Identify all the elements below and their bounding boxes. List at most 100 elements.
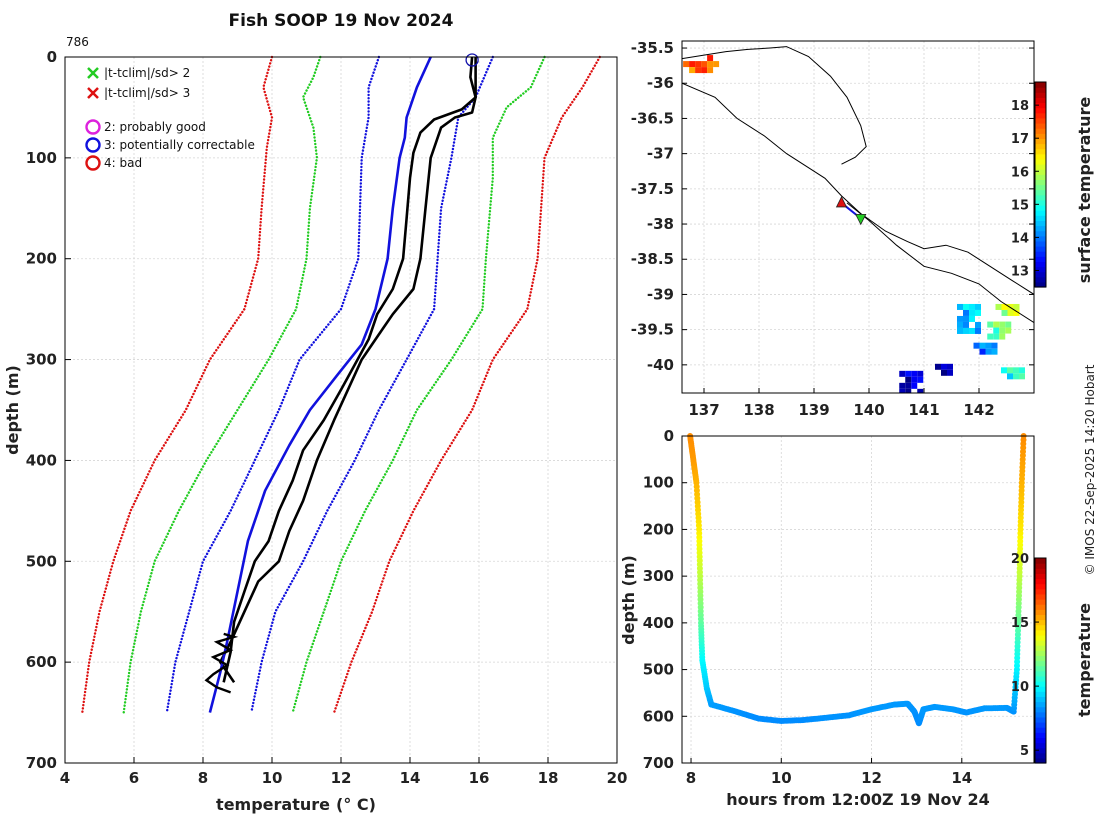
temp-colorbar-segment — [1035, 711, 1046, 718]
sst-pixel — [987, 321, 994, 328]
map-colorbar-segment — [1035, 87, 1046, 93]
x-tick-label: 18 — [538, 769, 559, 787]
series-clim-2sd-line — [291, 55, 546, 714]
y-tick-label: 0 — [47, 48, 57, 66]
sst-pixel — [963, 315, 969, 322]
temp-colorbar-segment — [1035, 563, 1046, 569]
sst-pixel — [917, 376, 924, 383]
map-colorbar-segment — [1035, 123, 1046, 129]
sst-pixel — [969, 327, 975, 334]
map-colorbar-segment — [1035, 194, 1046, 201]
time-tick-label: 10 — [771, 769, 792, 787]
temp-colorbar-segment — [1035, 701, 1046, 708]
series-clim-3sd-line — [81, 55, 274, 714]
sst-pixel — [991, 342, 998, 349]
legend-label: 3: potentially correctable — [104, 138, 255, 152]
y-tick-label: 500 — [26, 552, 57, 570]
sst-pixel — [911, 382, 918, 389]
sst-pixel — [713, 61, 720, 68]
sst-pixel — [1019, 367, 1025, 374]
sst-pixel — [999, 333, 1006, 340]
depth-time-panel: 8 10 12 14 0 100 200 300 400 500 600 700 hours from… — [619, 427, 1094, 809]
sst-pixel — [899, 382, 906, 389]
temp-colorbar-segment — [1035, 619, 1046, 626]
series-profile-2-line — [219, 57, 477, 684]
map-lat-tick-label: -37.5 — [631, 180, 674, 198]
sst-pixel — [1018, 395, 1024, 401]
sst-pixel — [975, 303, 981, 310]
map-lat-tick-label: -38 — [647, 215, 674, 233]
temp-colorbar-segment — [1035, 558, 1046, 564]
temp-colorbar-segment — [1035, 599, 1046, 605]
temp-colorbar-segment — [1035, 722, 1046, 728]
sst-pixel — [985, 342, 992, 349]
map-colorbar-segment — [1035, 112, 1046, 119]
temp-colorbar-segment — [1035, 568, 1046, 574]
profile-wiggle-line — [204, 632, 239, 694]
temp-colorbar-segment — [1035, 696, 1046, 703]
sst-pixel — [701, 61, 708, 68]
map-panel: 137 138 139 140 141 142 -35.5 -36 -36.5 -37 -37.5 -… — [631, 39, 1094, 419]
sst-pixel — [969, 303, 975, 310]
map-colorbar-segment — [1035, 97, 1046, 104]
sst-pixel — [995, 303, 1002, 310]
map-colorbar-segment — [1035, 271, 1046, 278]
legend-circle-marker — [85, 119, 101, 135]
map-colorbar-segment — [1035, 246, 1046, 252]
sst-pixel — [957, 327, 963, 334]
map-colorbar-segment — [1035, 133, 1046, 139]
map-colorbar-segment — [1035, 220, 1046, 227]
temp-colorbar-segment — [1035, 578, 1046, 585]
map-colorbar-segment — [1035, 235, 1046, 242]
map-lat-tick-label: -40 — [647, 356, 674, 374]
map-colorbar-segment — [1035, 199, 1046, 206]
map-colorbar-segment — [1035, 107, 1046, 114]
map-colorbar-segment — [1035, 92, 1046, 98]
sst-pixel — [979, 348, 986, 355]
map-colorbar-segment — [1035, 174, 1046, 180]
series-clim-1sd-line — [165, 55, 381, 714]
sst-pixel — [1013, 367, 1019, 374]
map-colorbar-tick-label: 14 — [1011, 231, 1029, 246]
legend-label: |t-tclim|/sd> 3 — [104, 86, 190, 100]
map-lon-tick-label: 140 — [853, 401, 884, 419]
x-tick-label: 10 — [262, 769, 283, 787]
sst-pixel — [957, 303, 963, 310]
map-colorbar-segment — [1035, 189, 1046, 196]
x-axis-unit: (° C) — [336, 795, 376, 814]
map-colorbar-segment — [1035, 261, 1046, 268]
time-tick-label: 8 — [686, 769, 696, 787]
temp-colorbar-segment — [1035, 645, 1046, 651]
sst-pixel — [1007, 303, 1014, 310]
depth-tick-label: 300 — [643, 567, 674, 585]
y-tick-label: 300 — [26, 351, 57, 369]
depth-tick-label: 100 — [643, 474, 674, 492]
series-profile-1-line — [222, 56, 477, 683]
map-lat-tick-label: -36 — [647, 74, 674, 92]
sst-pixel — [707, 67, 714, 74]
temp-colorbar-segment — [1035, 732, 1046, 738]
series-clim-3sd-line — [332, 55, 601, 714]
temp-colorbar-segment — [1035, 757, 1046, 764]
legend-label: 2: probably good — [104, 120, 206, 134]
sst-pixel — [905, 382, 912, 389]
sst-pixel — [975, 321, 981, 328]
sst-pixel — [999, 321, 1006, 328]
temp-colorbar-segment — [1035, 670, 1046, 677]
legend: |t-tclim|/sd> 2 |t-tclim|/sd> 3 2: probabl… — [85, 66, 255, 171]
sst-pixel — [947, 363, 953, 370]
map-lon-tick-label: 137 — [688, 401, 719, 419]
sst-pixel — [969, 309, 975, 316]
chart-title: Fish SOOP 19 Nov 2024 — [229, 11, 454, 31]
sst-pixel — [947, 369, 953, 376]
track-end-marker — [855, 214, 867, 226]
temp-colorbar-segment — [1035, 629, 1046, 636]
map-colorbar-tick-label: 17 — [1011, 132, 1029, 147]
sst-pixel — [999, 327, 1006, 334]
map-colorbar-segment — [1035, 184, 1046, 191]
sst-pixel — [1001, 367, 1007, 374]
sst-pixel — [707, 61, 714, 68]
temp-colorbar-frame — [1034, 557, 1047, 764]
temp-colorbar-segment — [1035, 609, 1046, 615]
